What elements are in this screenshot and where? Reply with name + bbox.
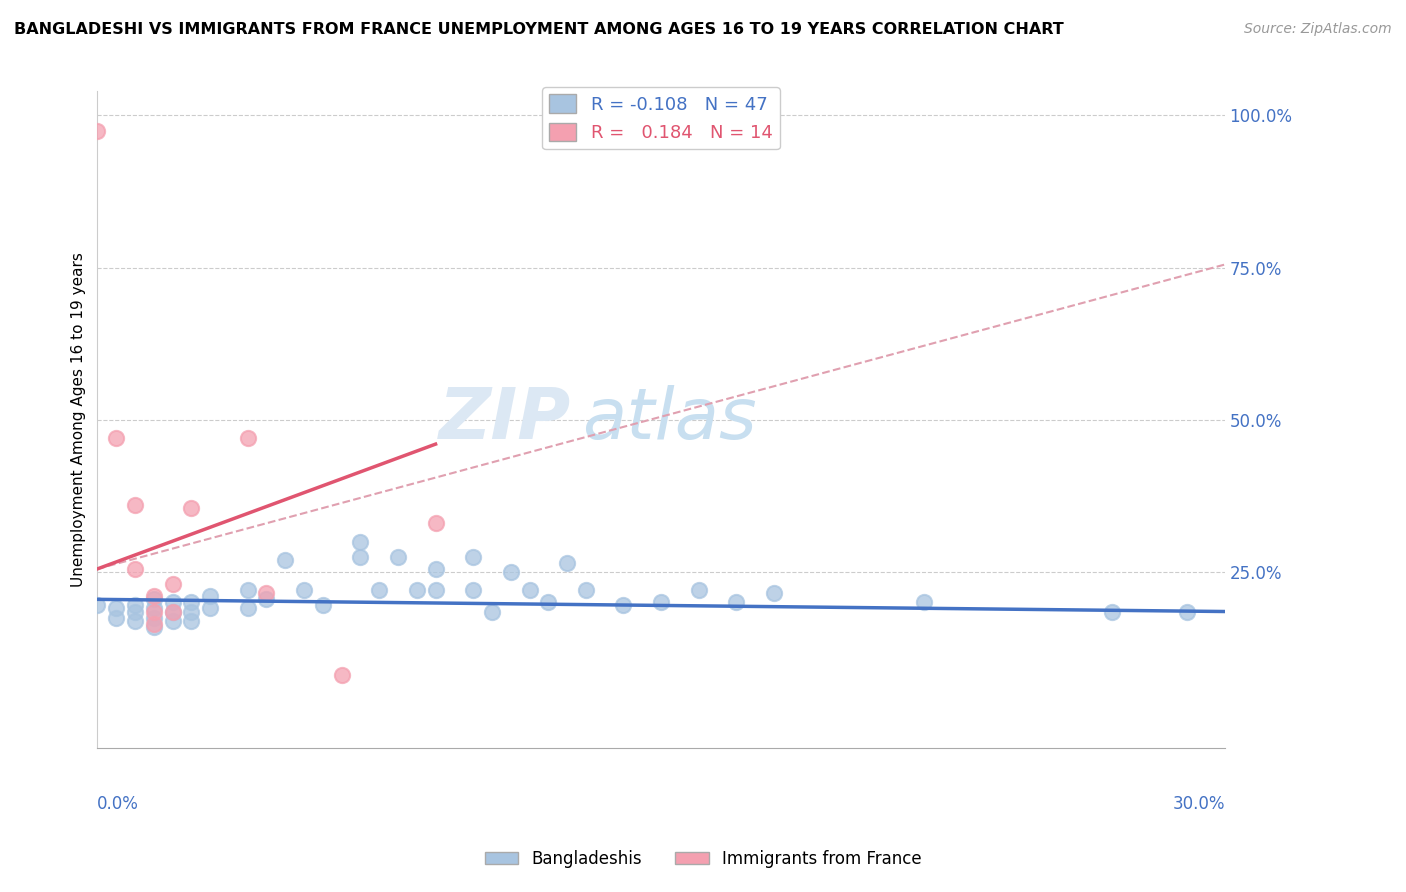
Point	[162, 605, 184, 619]
Point	[124, 562, 146, 576]
Point	[142, 616, 165, 631]
Point	[105, 610, 128, 624]
Point	[142, 620, 165, 634]
Point	[349, 534, 371, 549]
Point	[105, 431, 128, 445]
Point	[142, 601, 165, 615]
Point	[236, 601, 259, 615]
Point	[387, 549, 409, 564]
Point	[292, 583, 315, 598]
Point	[124, 614, 146, 628]
Point	[425, 562, 447, 576]
Point	[180, 501, 202, 516]
Point	[537, 595, 560, 609]
Point	[162, 595, 184, 609]
Point	[312, 599, 335, 613]
Point	[162, 605, 184, 619]
Point	[180, 614, 202, 628]
Text: BANGLADESHI VS IMMIGRANTS FROM FRANCE UNEMPLOYMENT AMONG AGES 16 TO 19 YEARS COR: BANGLADESHI VS IMMIGRANTS FROM FRANCE UN…	[14, 22, 1064, 37]
Point	[180, 605, 202, 619]
Point	[124, 605, 146, 619]
Point	[688, 583, 710, 598]
Point	[330, 668, 353, 682]
Legend: R = -0.108   N = 47, R =   0.184   N = 14: R = -0.108 N = 47, R = 0.184 N = 14	[543, 87, 780, 149]
Point	[86, 599, 108, 613]
Point	[481, 605, 503, 619]
Point	[180, 595, 202, 609]
Point	[499, 565, 522, 579]
Text: atlas: atlas	[582, 385, 756, 454]
Legend: Bangladeshis, Immigrants from France: Bangladeshis, Immigrants from France	[478, 844, 928, 875]
Text: Source: ZipAtlas.com: Source: ZipAtlas.com	[1244, 22, 1392, 37]
Point	[1101, 605, 1123, 619]
Y-axis label: Unemployment Among Ages 16 to 19 years: Unemployment Among Ages 16 to 19 years	[72, 252, 86, 587]
Point	[368, 583, 391, 598]
Point	[142, 592, 165, 607]
Point	[762, 586, 785, 600]
Point	[142, 590, 165, 604]
Point	[162, 614, 184, 628]
Point	[519, 583, 541, 598]
Point	[236, 583, 259, 598]
Point	[725, 595, 748, 609]
Point	[575, 583, 598, 598]
Point	[198, 601, 221, 615]
Point	[1175, 605, 1198, 619]
Point	[124, 498, 146, 512]
Point	[236, 431, 259, 445]
Point	[463, 583, 485, 598]
Point	[425, 583, 447, 598]
Point	[274, 553, 297, 567]
Point	[425, 516, 447, 531]
Text: ZIP: ZIP	[439, 385, 571, 454]
Point	[124, 599, 146, 613]
Point	[405, 583, 427, 598]
Point	[463, 549, 485, 564]
Point	[105, 601, 128, 615]
Point	[349, 549, 371, 564]
Text: 30.0%: 30.0%	[1173, 795, 1225, 813]
Point	[142, 605, 165, 619]
Point	[256, 586, 278, 600]
Text: 0.0%: 0.0%	[97, 795, 139, 813]
Point	[86, 123, 108, 137]
Point	[650, 595, 672, 609]
Point	[612, 599, 634, 613]
Point	[198, 590, 221, 604]
Point	[256, 592, 278, 607]
Point	[142, 610, 165, 624]
Point	[162, 577, 184, 591]
Point	[555, 556, 578, 570]
Point	[912, 595, 935, 609]
